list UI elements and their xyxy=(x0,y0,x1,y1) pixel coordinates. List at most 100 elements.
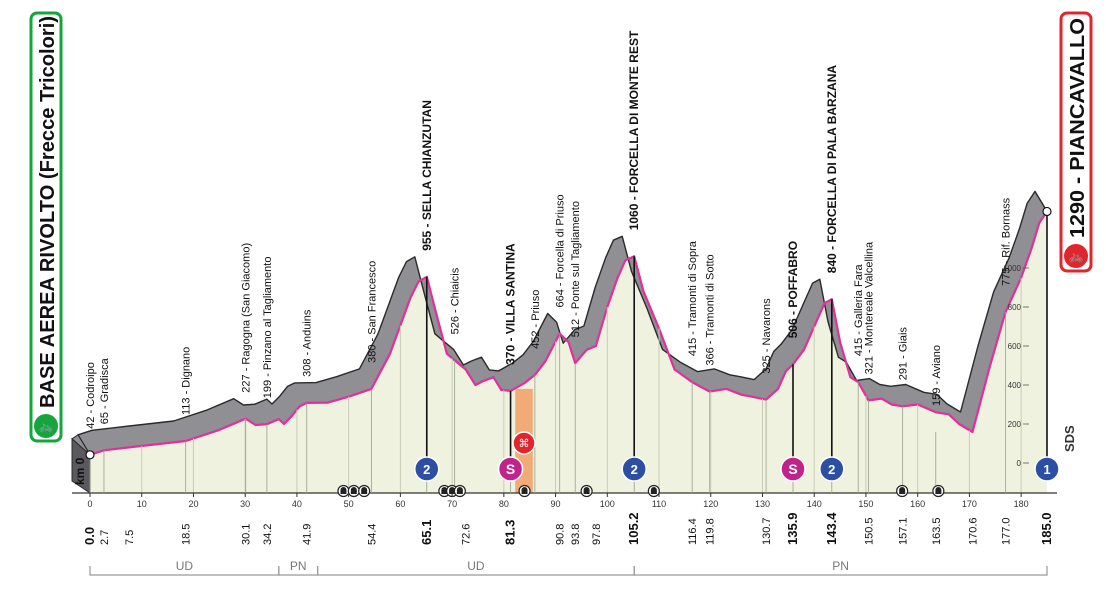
place-label: 308 - Anduins xyxy=(302,309,314,377)
km-tick-label: 20 xyxy=(188,499,198,509)
distance-label: 93.8 xyxy=(570,524,582,545)
tunnel-icon-arch xyxy=(456,487,463,494)
distance-label: 72.6 xyxy=(461,524,473,545)
distance-label: 170.6 xyxy=(968,517,980,545)
km-tick-label: 60 xyxy=(395,499,405,509)
tunnel-icon xyxy=(347,484,360,498)
distance-label: 30.1 xyxy=(241,524,253,545)
place-label: 955 - SELLA CHIANZUTAN xyxy=(420,100,434,251)
tunnel-icon xyxy=(518,484,531,498)
tunnel-icon-arch xyxy=(521,487,528,494)
feed-zone-icon: ⌘ xyxy=(512,431,536,455)
tunnel-icon xyxy=(453,484,466,498)
region-label: PN xyxy=(290,559,307,573)
distance-label: 143.4 xyxy=(824,512,839,545)
distance-label: 81.3 xyxy=(503,520,518,545)
distance-label: 0.0 xyxy=(82,527,97,545)
alt-tick-label: 800 xyxy=(1008,303,1022,312)
alt-tick-label: 0 xyxy=(1017,459,1022,468)
km-tick-label: 110 xyxy=(652,499,666,509)
distance-label: 41.9 xyxy=(302,524,314,545)
km-tick-label: 160 xyxy=(910,499,925,509)
sprint-badge-circle xyxy=(497,456,524,482)
distance-label: 65.1 xyxy=(419,520,434,545)
km-tick-label: 30 xyxy=(240,499,250,509)
climb-badge: 1 xyxy=(1034,456,1060,482)
climb-badge: 2 xyxy=(414,456,440,482)
distance-label: 54.4 xyxy=(366,524,378,545)
place-label: 291 - Giais xyxy=(898,327,910,381)
region-label: UD xyxy=(467,559,485,573)
finish-point xyxy=(1042,206,1052,217)
tunnel-icon-arch xyxy=(441,487,448,494)
start-bike-icon xyxy=(34,414,58,438)
place-label: 415 - Galleria Fara xyxy=(853,264,865,357)
climb-badge-circle xyxy=(621,456,647,482)
km-tick-label: 170 xyxy=(962,499,977,509)
start-badge-frame xyxy=(29,11,63,443)
distance-label: 116.4 xyxy=(687,518,699,545)
distance-label: 119.8 xyxy=(705,518,717,545)
region-label: PN xyxy=(832,559,849,573)
place-label: 370 - VILLA SANTINA xyxy=(504,243,518,365)
start-bike-glyph: 🚲 xyxy=(39,419,54,433)
feed-icon-circle xyxy=(512,431,536,455)
place-label: 380 - San Francesco xyxy=(366,261,378,363)
distance-label: 105.2 xyxy=(626,512,641,545)
climb-badge-circle xyxy=(1034,456,1060,482)
tunnel-icon xyxy=(896,484,909,498)
finish-badge: 🚲 1290 - PIANCAVALLO xyxy=(1059,11,1093,273)
distance-label: 2.7 xyxy=(99,530,111,545)
finish-bike-icon xyxy=(1064,244,1088,268)
tunnel-icon xyxy=(647,484,660,498)
place-label: 664 - Forcella di Priuso xyxy=(555,194,567,307)
climb-category-label: 1 xyxy=(1043,462,1050,477)
sprint-label: S xyxy=(506,461,515,477)
km-tick-label: 130 xyxy=(755,499,770,509)
distance-label: 185.0 xyxy=(1039,512,1054,545)
km-tick-label: 150 xyxy=(858,499,873,509)
place-label: 113 - Dignano xyxy=(181,347,193,415)
region-label: UD xyxy=(176,559,194,573)
climb-badge: 2 xyxy=(819,456,845,482)
climb-category-label: 2 xyxy=(828,462,835,477)
place-label: 65 - Gradisca xyxy=(99,357,111,424)
climb-badge-circle xyxy=(414,456,440,482)
distance-label: 130.7 xyxy=(761,517,773,545)
sprint-badge-circle xyxy=(780,456,806,482)
feed-icon-glyph: ⌘ xyxy=(519,438,530,450)
place-label: 506 - POFFABRO xyxy=(786,241,800,338)
tunnel-icon-arch xyxy=(449,487,456,494)
alt-tick-label: 200 xyxy=(1008,420,1022,429)
place-label: 159 - Aviano xyxy=(931,345,943,406)
km-tick-label: 10 xyxy=(137,499,147,509)
tunnel-icon xyxy=(337,484,350,498)
tunnel-icon-arch xyxy=(935,487,942,494)
km-tick-label: 90 xyxy=(551,499,561,509)
tunnel-icon-arch xyxy=(583,487,590,494)
tunnel-icon xyxy=(358,484,371,498)
km-tick-label: 50 xyxy=(344,499,354,509)
km-tick-label: 100 xyxy=(600,499,615,509)
finish-badge-frame xyxy=(1059,11,1093,273)
alt-tick-label: 400 xyxy=(1008,381,1022,390)
sprint-badge: S xyxy=(497,456,524,482)
place-label: 840 - FORCELLA DI PALA BARZANA xyxy=(825,65,839,274)
place-label: 325 - Navarons xyxy=(761,298,773,374)
km-tick-label: 180 xyxy=(1014,499,1029,509)
start-km-label: km 0 xyxy=(73,457,87,485)
climb-badge: 2 xyxy=(621,456,647,482)
distance-label: 34.2 xyxy=(262,524,274,545)
tunnel-icon xyxy=(580,484,593,498)
alt-tick-label: 1000 xyxy=(1003,264,1021,273)
start-location-label: BASE AEREA RIVOLTO (Frecce Tricolori) xyxy=(37,16,59,408)
km-tick-label: 120 xyxy=(703,499,718,509)
km-tick-label: 140 xyxy=(807,499,822,509)
place-label: 366 - Tramonti di Sotto xyxy=(705,254,717,365)
distance-label: 177.0 xyxy=(1001,517,1013,545)
sprint-label: S xyxy=(788,461,797,477)
climb-category-label: 2 xyxy=(423,462,430,477)
sds-logo: SDS xyxy=(1062,425,1077,452)
